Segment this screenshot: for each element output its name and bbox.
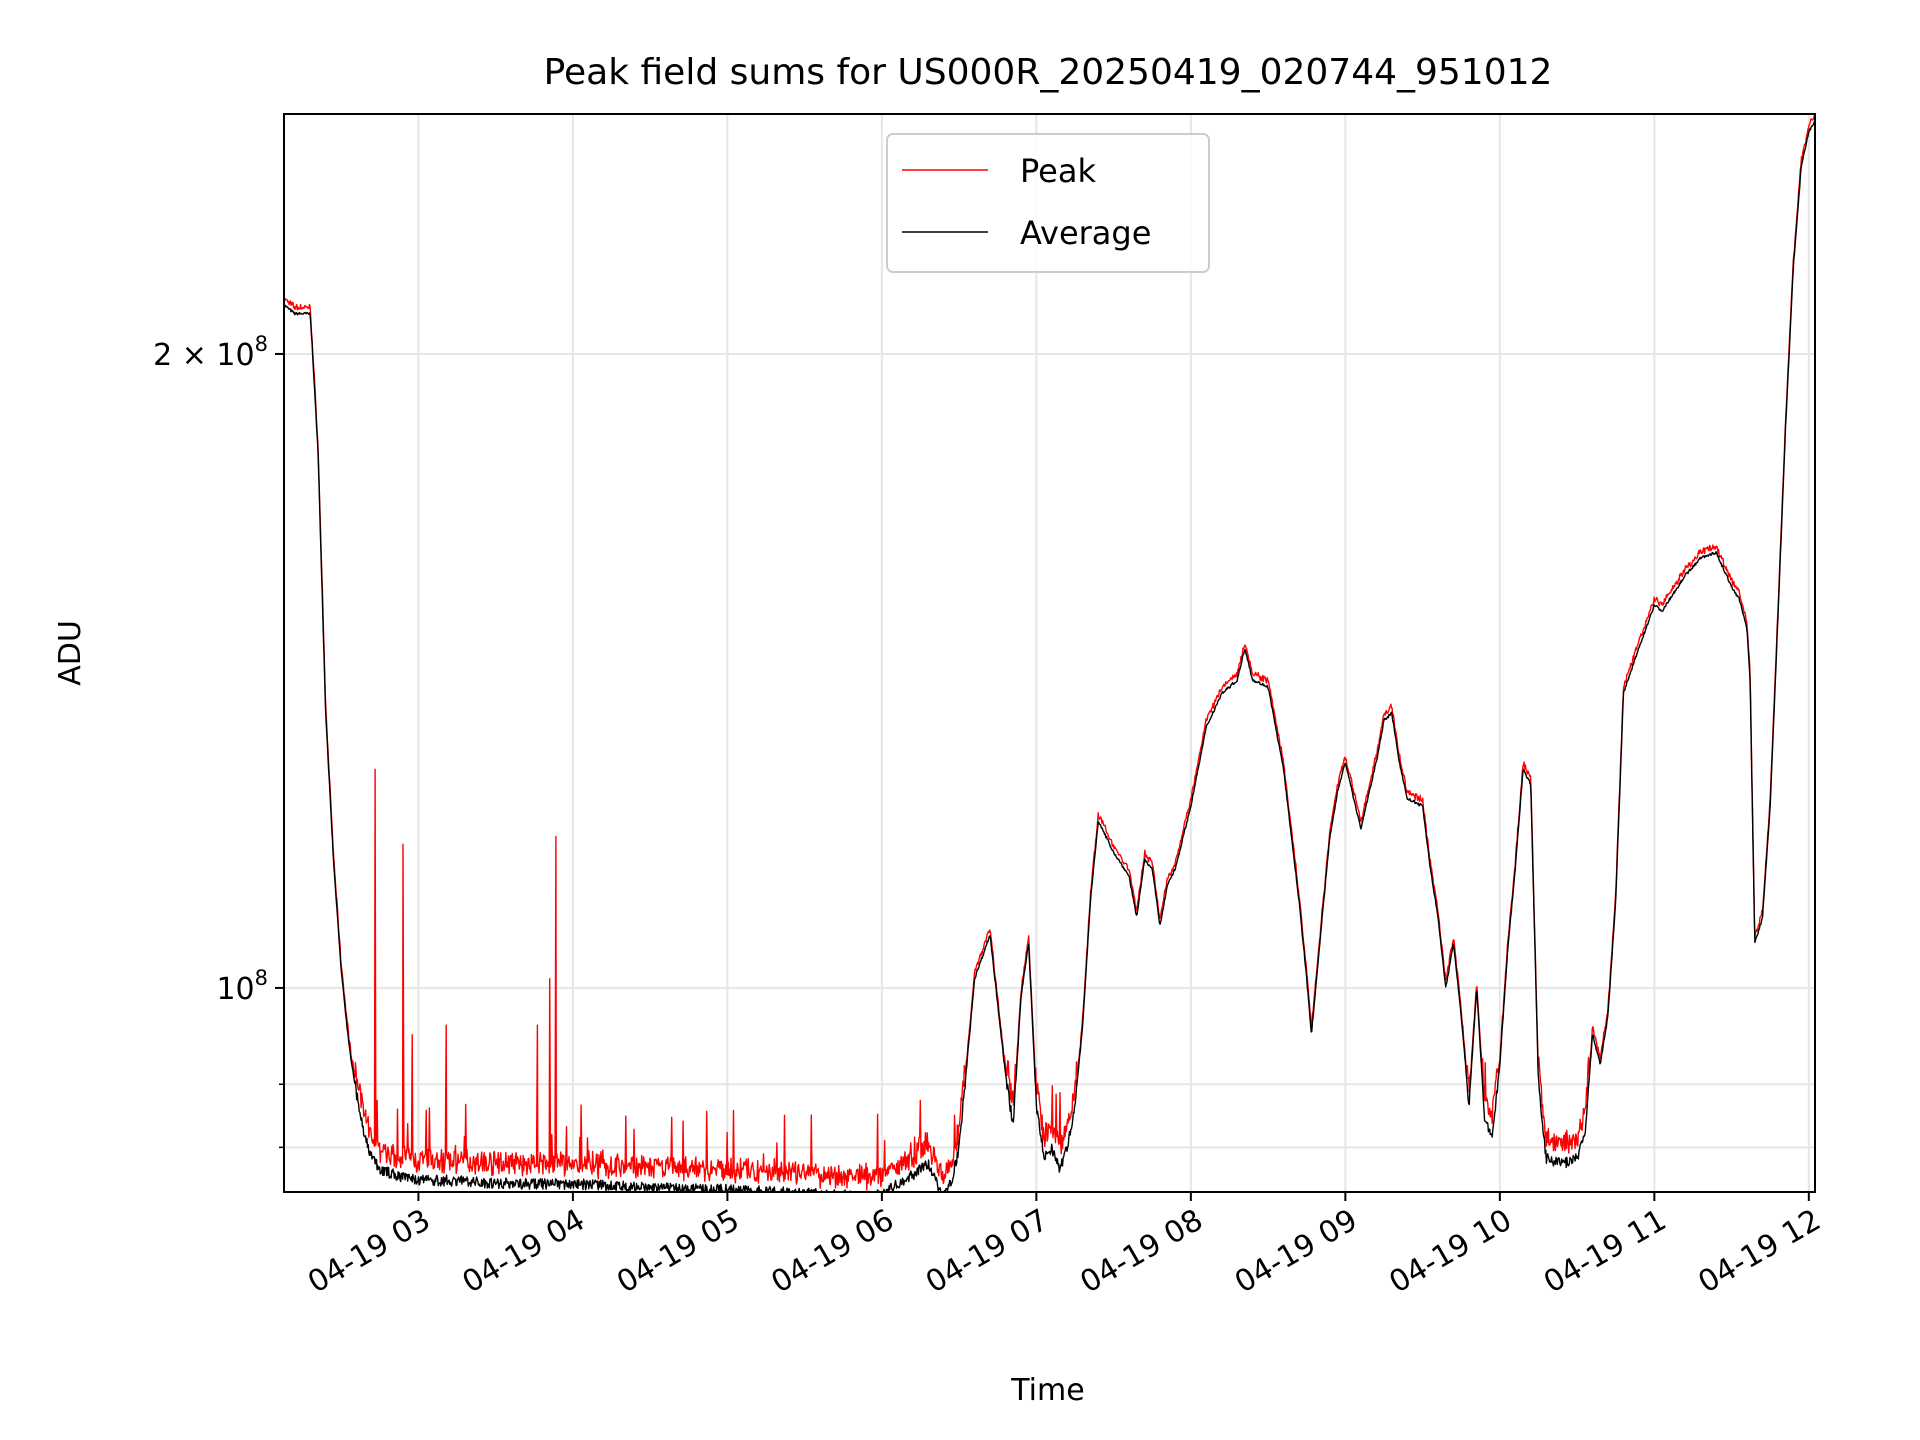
- legend-label-average: Average: [1020, 214, 1151, 252]
- y-tick-label: 108: [216, 966, 268, 1007]
- series-line-peak: [283, 115, 1815, 1191]
- legend-label-peak: Peak: [1020, 152, 1096, 190]
- x-axis-label: Time: [1010, 1373, 1084, 1408]
- y-axis: 108 2 × 108: [153, 332, 284, 1149]
- legend: Peak Average: [886, 133, 1210, 273]
- legend-box: [886, 133, 1210, 273]
- plot-series: [283, 115, 1815, 1193]
- series-line-average: [283, 121, 1815, 1193]
- plot-area-frame: [283, 113, 1816, 1193]
- y-tick-label: 2 × 108: [153, 332, 268, 373]
- chart-title: Peak field sums for US000R_20250419_0207…: [544, 52, 1553, 93]
- grid: [284, 114, 1815, 1192]
- y-axis-label: ADU: [53, 620, 88, 686]
